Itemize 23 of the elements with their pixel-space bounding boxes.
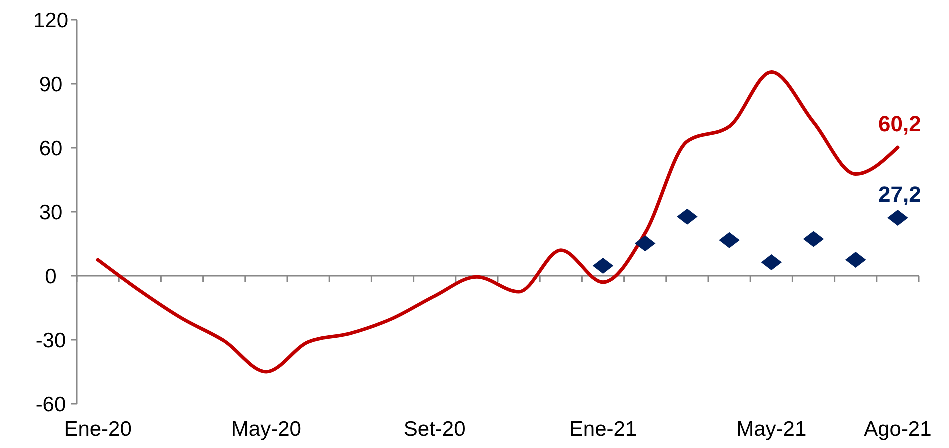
point [845,252,866,268]
point [592,258,614,274]
x-tick-label: May-21 [736,418,807,441]
point [677,208,698,225]
point [719,232,740,248]
y-tick-label: 0 [45,265,57,288]
y-tick-label: 60 [39,137,63,160]
y-tick-label: 120 [33,9,69,32]
y-tick-label: 90 [39,73,63,96]
y-tick-label: -30 [36,329,66,352]
x-tick-label: Ago-21 [864,418,932,441]
x-tick-label: Ene-20 [64,418,132,441]
y-tick-label: -60 [36,393,66,416]
data-label: 27,2 [878,182,922,207]
point [634,236,656,252]
x-tick-label: Set-20 [404,418,466,441]
point [888,210,908,226]
point [803,231,824,248]
y-tick-label: 30 [39,201,63,224]
point [761,254,782,271]
x-tick-label: Ene-21 [569,418,638,441]
x-tick-label: May-20 [231,418,302,441]
data-label: 60,2 [878,112,922,137]
